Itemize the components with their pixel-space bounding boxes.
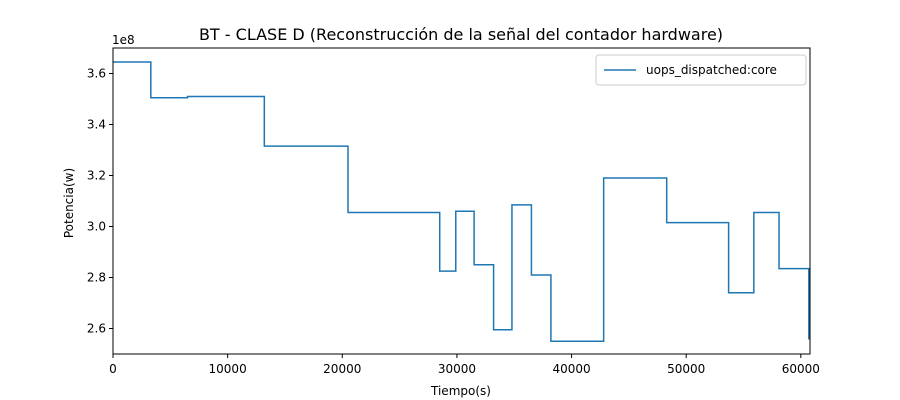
x-tick-label: 10000 — [209, 362, 247, 376]
x-tick-label: 20000 — [323, 362, 361, 376]
series-line-0 — [113, 61, 810, 342]
chart-title: BT - CLASE D (Reconstrucción de la señal… — [199, 25, 723, 44]
y-axis-label: Potencia(w) — [62, 168, 76, 238]
y-tick-label: 3.4 — [87, 118, 106, 132]
x-axis-label: Tiempo(s) — [430, 384, 491, 398]
y-tick-label: 3.6 — [87, 67, 106, 81]
x-tick-label: 0 — [109, 362, 117, 376]
x-tick-label: 40000 — [552, 362, 590, 376]
plot-frame — [112, 47, 811, 355]
x-tick-label: 50000 — [667, 362, 705, 376]
legend-box — [595, 54, 807, 86]
legend-label: uops_dispatched:core — [646, 63, 777, 77]
y-tick-label: 3.2 — [87, 169, 106, 183]
y-tick-label: 2.8 — [87, 271, 106, 285]
legend: uops_dispatched:core — [595, 54, 807, 86]
y-tick-label: 3.0 — [87, 220, 106, 234]
y-offset-label: 1e8 — [112, 33, 135, 47]
x-tick-label: 60000 — [782, 362, 820, 376]
plot-area: 0 10000 20000 30000 40000 50000 60000 2.6 2.8 3.0… — [87, 47, 820, 376]
y-tick-label: 2.6 — [87, 322, 106, 336]
x-tick-label: 30000 — [438, 362, 476, 376]
